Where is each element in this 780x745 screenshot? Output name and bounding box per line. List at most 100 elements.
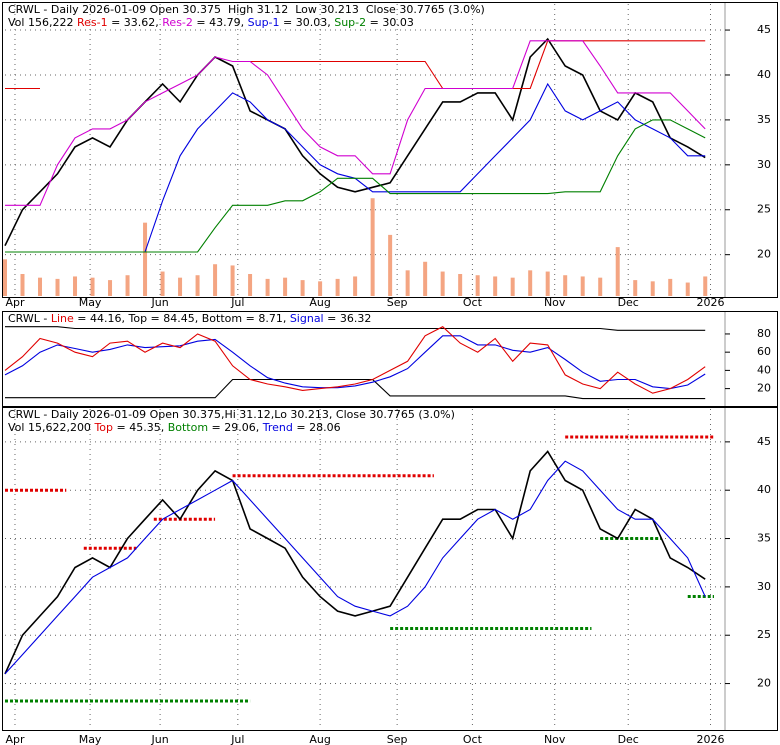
header-line: CRWL - Line = 44.16, Top = 84.45, Bottom… xyxy=(8,312,371,325)
trend-panel-frame xyxy=(2,407,778,731)
header-item: = 43.79, xyxy=(193,16,248,29)
volume-bar xyxy=(440,271,445,296)
x-tick-label: Jul xyxy=(230,733,244,745)
header-item: CRWL - xyxy=(8,312,51,325)
series-line xyxy=(4,335,706,390)
y-tick-label: 25 xyxy=(757,203,771,216)
header-item: Sup-1 xyxy=(248,16,280,29)
volume-bar xyxy=(370,198,375,296)
oscillator-panel-frame xyxy=(2,311,778,407)
volume-bar xyxy=(685,282,690,296)
header-item: = 8.71, xyxy=(242,312,290,325)
header-item: = 29.06, xyxy=(208,421,263,434)
y-tick-label: 45 xyxy=(757,23,771,36)
header-item: = 45.35, xyxy=(113,421,168,434)
volume-bar xyxy=(108,280,113,296)
header-item: = 36.32 xyxy=(324,312,372,325)
header-item: = 33.62, xyxy=(108,16,163,29)
volume-bar xyxy=(633,280,638,296)
volume-bar xyxy=(423,261,428,296)
header-line: Vol 15,622,200 Top = 45.35, Bottom = 29.… xyxy=(8,421,341,434)
header-item: Vol 156,222 xyxy=(8,16,77,29)
series-line xyxy=(4,326,706,394)
volume-bar xyxy=(265,278,270,296)
series-line xyxy=(5,378,706,400)
x-tick-label: Apr xyxy=(5,296,25,309)
y-tick-label: 80 xyxy=(757,327,771,340)
y-tick-label: 20 xyxy=(757,248,771,261)
y-tick-label: 20 xyxy=(757,677,771,690)
header-line: CRWL - Daily 2026-01-09 Open 30.375 High… xyxy=(8,3,485,16)
volume-bar xyxy=(510,277,515,296)
volume-bar xyxy=(300,280,305,296)
series-line xyxy=(5,119,706,253)
volume-bar xyxy=(213,264,218,296)
header-item: Res-1 xyxy=(77,16,108,29)
x-tick-label: 2026 xyxy=(696,296,724,309)
y-tick-label: 40 xyxy=(757,68,771,81)
x-tick-label: May xyxy=(79,296,102,309)
y-tick-label: 30 xyxy=(757,580,771,593)
y-tick-label: 35 xyxy=(757,532,771,545)
volume-bar xyxy=(125,275,130,296)
header-item: = 44.16, xyxy=(74,312,129,325)
volume-bar xyxy=(615,247,620,296)
series-line xyxy=(5,326,706,331)
volume-bar xyxy=(160,271,165,296)
x-tick-label: Sep xyxy=(387,733,408,745)
header-item: Top xyxy=(93,421,113,434)
y-tick-label: 30 xyxy=(757,158,771,171)
volume-bar xyxy=(195,275,200,296)
volume-bar xyxy=(388,234,393,296)
header-item: Bottom xyxy=(168,421,208,434)
x-tick-label: Nov xyxy=(544,733,566,745)
y-tick-label: 35 xyxy=(757,113,771,126)
volume-bar xyxy=(335,278,340,296)
volume-bar xyxy=(458,274,463,296)
volume-bar xyxy=(178,277,183,296)
x-tick-label: Sep xyxy=(387,296,408,309)
volume-bar xyxy=(353,276,358,296)
x-tick-label: 2026 xyxy=(696,733,724,745)
x-tick-label: Jun xyxy=(151,733,169,745)
x-tick-label: Jul xyxy=(230,296,244,309)
y-tick-label: 25 xyxy=(757,628,771,641)
header-item: = 84.45, xyxy=(147,312,202,325)
volume-bar xyxy=(703,276,708,296)
volume-bar xyxy=(90,277,95,296)
x-tick-label: Aug xyxy=(309,296,330,309)
x-tick-label: May xyxy=(79,733,102,745)
volume-bar xyxy=(143,222,148,296)
header-item: Bottom xyxy=(202,312,242,325)
volume-bar xyxy=(230,265,235,296)
header-line: Vol 156,222 Res-1 = 33.62, Res-2 = 43.79… xyxy=(8,16,414,29)
header-line: CRWL - Daily 2026-01-09 Open 30.375,Hi 3… xyxy=(8,408,455,421)
y-tick-label: 40 xyxy=(757,483,771,496)
x-tick-label: Apr xyxy=(5,733,25,745)
volume-bar xyxy=(598,277,603,296)
y-tick-label: 45 xyxy=(757,435,771,448)
volume-bar xyxy=(283,277,288,296)
volume-bar xyxy=(318,281,323,296)
volume-bar xyxy=(650,281,655,296)
volume-bar xyxy=(475,275,480,296)
volume-bar xyxy=(38,277,43,296)
series-line xyxy=(4,460,706,675)
header-item: Top xyxy=(128,312,148,325)
header-item: Line xyxy=(51,312,74,325)
header-item: = 30.03 xyxy=(366,16,414,29)
volume-bar xyxy=(528,270,533,296)
y-tick-label: 20 xyxy=(757,382,771,395)
volume-bar xyxy=(20,274,25,296)
header-item: = 30.03, xyxy=(280,16,335,29)
volume-bar xyxy=(73,276,78,296)
header-item: Vol 15,622,200 xyxy=(8,421,94,434)
x-tick-label: Nov xyxy=(544,296,566,309)
x-tick-label: Dec xyxy=(618,296,639,309)
volume-bar xyxy=(545,271,550,296)
header-item: = 28.06 xyxy=(293,421,341,434)
volume-bar xyxy=(248,274,253,296)
header-item: Sup-2 xyxy=(334,16,366,29)
x-tick-label: Oct xyxy=(463,296,483,309)
